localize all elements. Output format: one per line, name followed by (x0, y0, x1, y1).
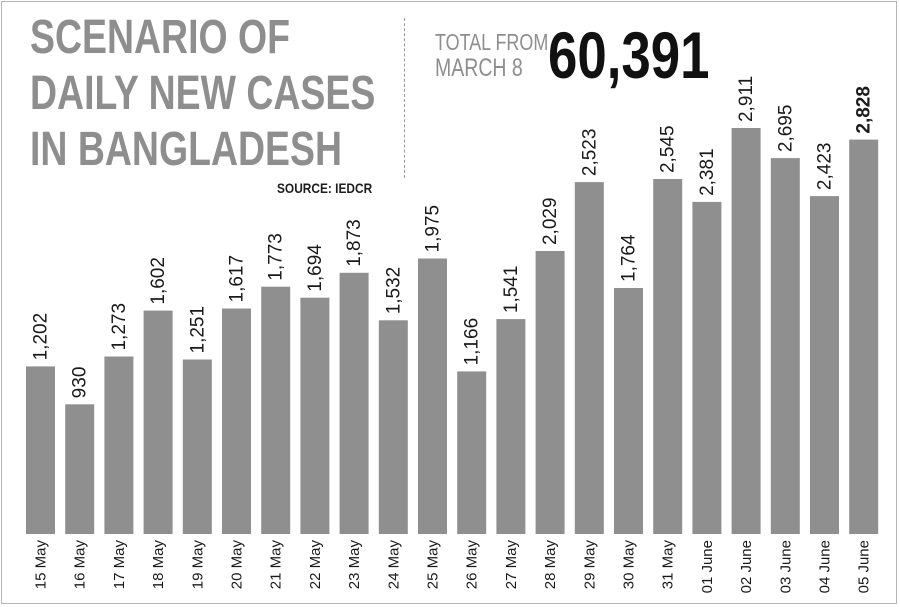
bar-2 (104, 356, 134, 534)
source-note: SOURCE: IEDCR (277, 180, 373, 196)
category-label-18: 02 June (738, 540, 755, 593)
value-label-7: 1,694 (305, 244, 326, 292)
value-label-2: 1,273 (109, 303, 130, 351)
bar-15 (614, 288, 643, 534)
category-label-3: 18 May (150, 540, 167, 590)
category-label-0: 15 May (33, 540, 50, 590)
total-label-line-2: MARCH 8 (435, 54, 523, 82)
value-label-0: 1,202 (31, 313, 52, 361)
category-label-9: 24 May (385, 540, 402, 590)
bar-8 (339, 272, 369, 534)
category-label-4: 19 May (189, 540, 206, 590)
bar-19 (770, 158, 800, 534)
title-line-1: SCENARIO OF (30, 11, 291, 64)
category-label-14: 29 May (581, 540, 598, 590)
value-label-13: 2,029 (540, 197, 561, 245)
bar-14 (574, 182, 604, 534)
category-label-7: 22 May (307, 540, 324, 590)
value-label-1: 930 (70, 367, 91, 399)
bar-3 (143, 310, 173, 534)
category-label-15: 30 May (621, 540, 638, 590)
bar-20 (810, 196, 839, 534)
bar-12 (496, 319, 526, 534)
category-label-16: 31 May (660, 540, 677, 590)
value-label-11: 1,166 (462, 318, 483, 366)
value-label-6: 1,773 (266, 233, 287, 281)
category-label-12: 27 May (503, 540, 520, 590)
value-label-10: 1,975 (423, 205, 444, 253)
category-label-20: 04 June (817, 540, 834, 593)
category-label-19: 03 June (777, 540, 794, 593)
category-label-1: 16 May (72, 540, 89, 590)
total-value: 60,391 (548, 18, 710, 92)
value-label-4: 1,251 (187, 306, 208, 354)
value-label-19: 2,695 (775, 105, 796, 153)
category-label-17: 01 June (699, 540, 716, 593)
bar-6 (261, 286, 291, 534)
title-line-3: IN BANGLADESH (30, 123, 343, 176)
value-label-21: 2,828 (854, 86, 875, 134)
value-label-17: 2,381 (697, 148, 718, 196)
bar-0 (26, 366, 55, 534)
bar-4 (182, 359, 212, 534)
value-label-9: 1,532 (383, 267, 404, 315)
bar-17 (692, 201, 722, 534)
bar-21 (849, 139, 879, 534)
bar-11 (457, 371, 487, 534)
total-label-line-1: TOTAL FROM (435, 29, 549, 55)
value-label-5: 1,617 (227, 255, 248, 303)
bar-9 (378, 320, 408, 534)
value-label-20: 2,423 (815, 143, 836, 191)
value-label-3: 1,602 (148, 257, 169, 305)
title-line-2: DAILY NEW CASES (30, 67, 376, 120)
value-label-16: 2,545 (658, 125, 679, 173)
category-label-6: 21 May (268, 540, 285, 590)
value-label-8: 1,873 (344, 219, 365, 267)
category-label-13: 28 May (542, 540, 559, 590)
value-label-18: 2,911 (736, 76, 757, 122)
category-label-10: 25 May (425, 540, 442, 590)
bar-5 (222, 308, 251, 534)
value-label-15: 1,764 (619, 234, 640, 282)
category-label-11: 26 May (464, 540, 481, 590)
bar-18 (731, 128, 761, 534)
bar-16 (653, 179, 683, 534)
value-label-12: 1,541 (501, 266, 522, 314)
bar-7 (300, 297, 330, 534)
bar-1 (65, 404, 95, 534)
category-label-2: 17 May (111, 540, 128, 590)
header-divider (404, 18, 405, 178)
bar-10 (418, 258, 447, 534)
category-label-8: 23 May (346, 540, 363, 590)
bar-13 (535, 251, 565, 534)
value-label-14: 2,523 (579, 129, 600, 177)
category-label-21: 05 June (856, 540, 873, 593)
category-label-5: 20 May (229, 540, 246, 590)
